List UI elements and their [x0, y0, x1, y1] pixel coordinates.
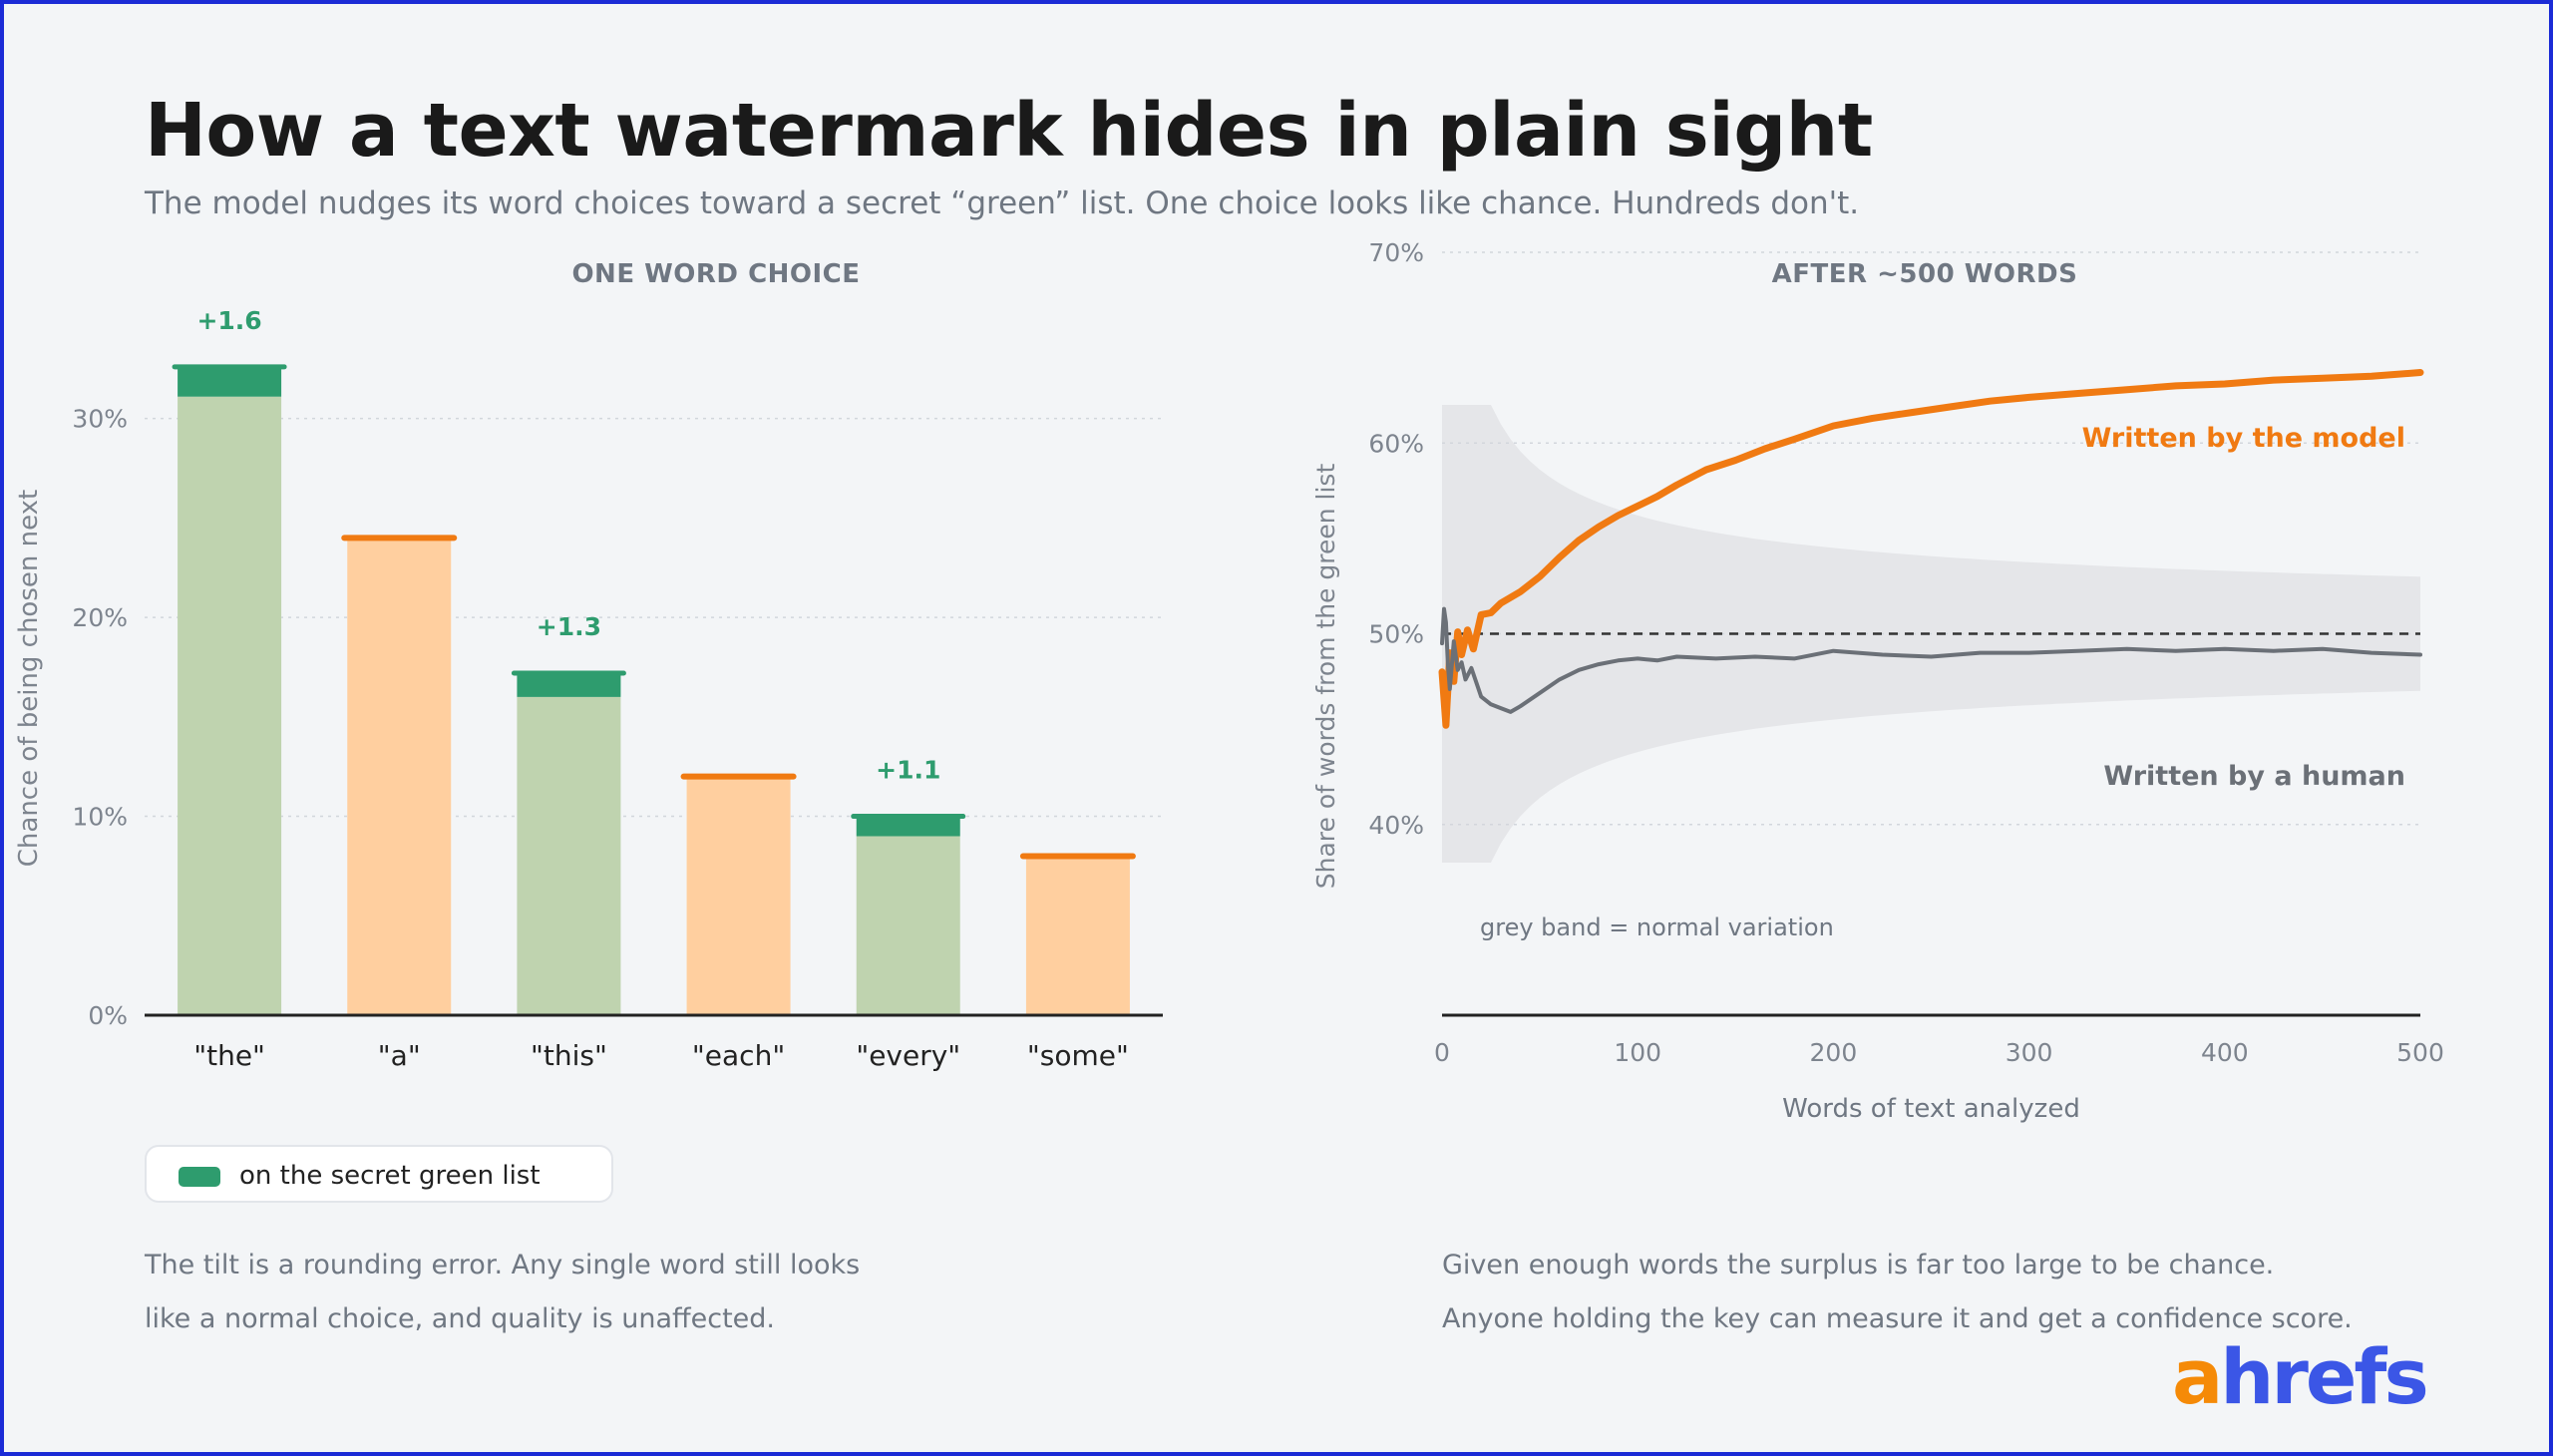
bar-y-tick-label: 10%: [72, 803, 128, 832]
bar-green-base: [517, 696, 621, 1015]
bar-boost-label: +1.6: [196, 306, 261, 335]
legend: on the secret green list: [145, 1145, 613, 1203]
legend-label: on the secret green list: [239, 1161, 541, 1191]
page-title: How a text watermark hides in plain sigh…: [145, 88, 1873, 174]
right-note-line-1: Given enough words the surplus is far to…: [1442, 1250, 2275, 1280]
line-y-tick-label: 70%: [1368, 238, 1424, 267]
line-y-axis-label: Share of words from the green list: [1311, 464, 1340, 890]
bar-green-boost: [856, 814, 960, 837]
left-note-line-1: The tilt is a rounding error. Any single…: [145, 1250, 861, 1280]
bar-y-axis-label: Chance of being chosen next: [14, 490, 44, 867]
bar-category-label: "this": [531, 1039, 607, 1072]
line-y-tick-label: 50%: [1368, 620, 1424, 649]
bar-category-label: "every": [856, 1039, 960, 1072]
bar-category-label: "each": [692, 1039, 785, 1072]
bar-boost-label: +1.3: [537, 612, 601, 641]
bar-category-label: "the": [193, 1039, 265, 1072]
model-series-label: Written by the model: [2082, 423, 2405, 454]
bar-orange: [1025, 856, 1130, 1015]
bar-category-label: "a": [378, 1039, 421, 1072]
logo-rest: hrefs: [2220, 1332, 2428, 1421]
bar-orange: [347, 538, 452, 1015]
right-note: Given enough words the surplus is far to…: [1442, 1239, 2353, 1346]
left-note-line-2: like a normal choice, and quality is una…: [145, 1303, 776, 1334]
line-x-tick-label: 100: [1614, 1038, 1661, 1067]
line-x-tick-label: 300: [2006, 1038, 2053, 1067]
bar-green-boost: [178, 364, 282, 397]
line-x-tick-label: 200: [1810, 1038, 1858, 1067]
ahrefs-logo: ahrefs: [2172, 1332, 2429, 1421]
model-series-line: [1438, 369, 2424, 729]
logo-a: a: [2172, 1332, 2223, 1421]
legend-swatch-green: [179, 1167, 220, 1187]
line-y-tick-label: 40%: [1368, 811, 1424, 840]
bar-orange: [686, 776, 791, 1015]
right-note-line-2: Anyone holding the key can measure it an…: [1442, 1303, 2353, 1334]
bar-category-label: "some": [1027, 1039, 1129, 1072]
line-y-tick-label: 60%: [1368, 429, 1424, 458]
bar-y-tick-label: 0%: [88, 1001, 128, 1030]
bar-chart-title: ONE WORD CHOICE: [571, 259, 860, 289]
left-note: The tilt is a rounding error. Any single…: [145, 1239, 860, 1346]
page-subtitle: The model nudges its word choices toward…: [145, 185, 1860, 221]
line-x-axis-label: Words of text analyzed: [1782, 1094, 2080, 1124]
line-chart-title: AFTER ~500 WORDS: [1772, 259, 2078, 289]
line-x-tick-label: 0: [1434, 1038, 1450, 1067]
human-series-line: [1440, 606, 2422, 714]
bar-boost-label: +1.1: [876, 756, 940, 785]
line-x-tick-label: 400: [2201, 1038, 2249, 1067]
band-label: grey band = normal variation: [1480, 913, 1834, 941]
bar-green-base: [178, 396, 282, 1015]
bar-y-tick-label: 20%: [72, 603, 128, 632]
bar-green-base: [856, 836, 960, 1015]
bar-y-tick-label: 30%: [72, 405, 128, 434]
human-series-label: Written by a human: [2103, 761, 2405, 792]
line-x-tick-label: 500: [2396, 1038, 2444, 1067]
